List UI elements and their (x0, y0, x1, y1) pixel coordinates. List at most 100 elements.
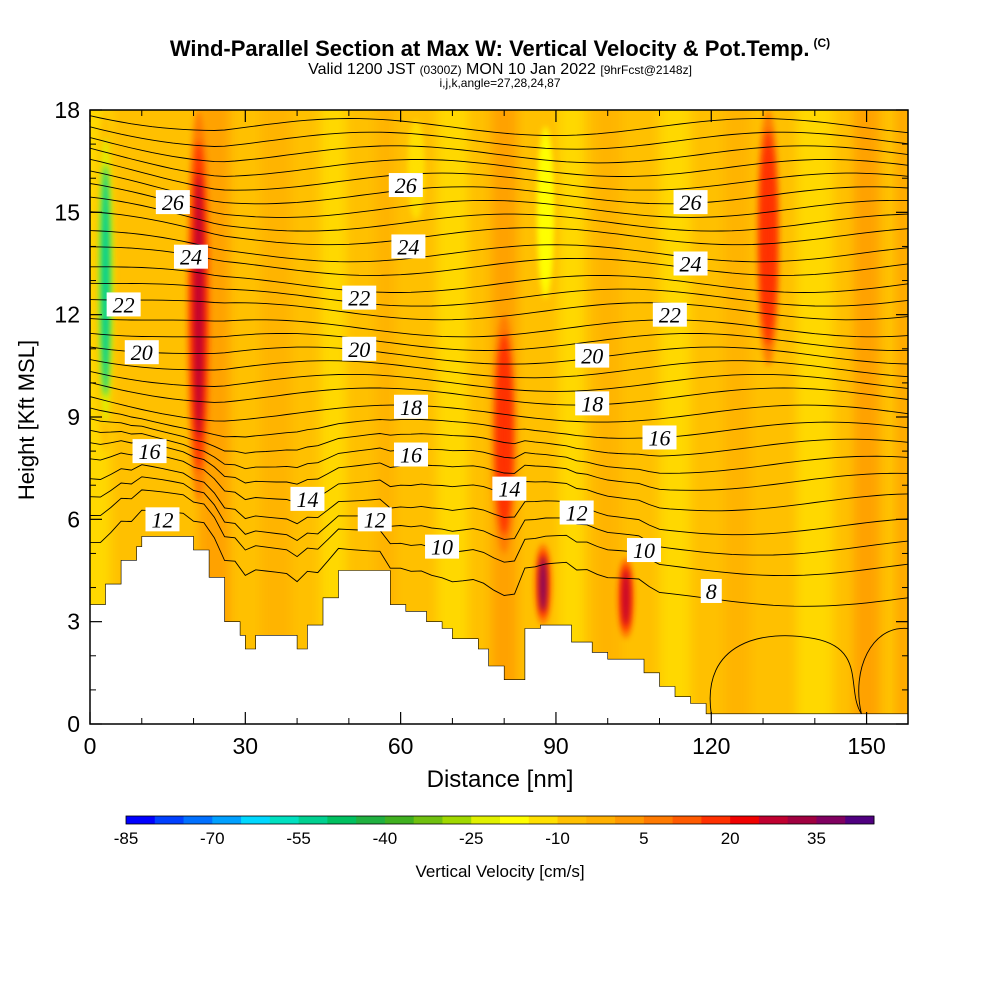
contour-label-text: 12 (364, 507, 386, 532)
contour-label: 10 (425, 534, 460, 560)
theta-contour-line (90, 196, 908, 232)
theta-contour-line (90, 170, 908, 205)
contour-label: 12 (145, 507, 180, 532)
colorbar-swatch (672, 816, 702, 824)
colorbar-swatch (126, 816, 156, 824)
contour-label-text: 18 (581, 391, 603, 416)
colorbar-tick-label: -85 (114, 829, 139, 848)
contour-label-text: 26 (680, 190, 702, 215)
contour-label: 18 (393, 394, 428, 420)
theta-contour-line (90, 489, 908, 577)
theta-contour-line (90, 147, 908, 177)
colorbar-swatch (643, 816, 674, 824)
velocity-streak (796, 110, 833, 724)
updraft-core (539, 556, 547, 612)
contour-label-box (173, 244, 208, 269)
theta-contour-line (90, 370, 908, 392)
velocity-streak (853, 110, 880, 724)
contour-label-text: 20 (348, 337, 370, 362)
colorbar-tick-label: -70 (200, 829, 225, 848)
contour-label-text: 12 (566, 501, 588, 526)
contour-label: 26 (388, 173, 423, 198)
x-tick-label: 30 (233, 733, 259, 759)
colorbar-swatch (500, 816, 530, 824)
colorbar-swatch (183, 816, 213, 824)
velocity-streak (724, 110, 751, 724)
colorbar-swatch (701, 816, 731, 824)
colorbar-tick-label: -40 (373, 829, 398, 848)
contour-label: 12 (357, 507, 392, 532)
contour-label: 24 (673, 251, 708, 277)
theta-contour-line (90, 382, 908, 406)
velocity-streak (659, 110, 691, 724)
y-tick-label: 15 (54, 199, 80, 225)
y-tick-label: 18 (54, 97, 80, 123)
contour-label: 14 (492, 476, 527, 502)
colorbar-swatch (586, 816, 616, 824)
theta-contour-line (90, 418, 908, 457)
contour-label-box (342, 336, 377, 361)
colorbar-tick-label: 20 (721, 829, 740, 848)
downdraft-column (411, 129, 422, 211)
theta-contour-line (90, 464, 908, 536)
updraft-column (499, 352, 510, 516)
theta-contour-line (90, 137, 908, 164)
colorbar-swatch (413, 816, 443, 824)
contour-label-box (642, 425, 677, 450)
y-tick-label: 9 (67, 404, 80, 430)
contour-label: 22 (106, 292, 141, 317)
contour-label-box (132, 439, 167, 464)
contour-label-box (393, 394, 428, 419)
colorbar-tick-label: -25 (459, 829, 484, 848)
contour-label-text: 24 (680, 252, 702, 277)
y-tick-label: 6 (67, 506, 80, 532)
title-mark: (C) (813, 36, 831, 50)
contour-label-box (626, 538, 661, 563)
colorbar-swatch (154, 816, 185, 824)
contour-label-text: 18 (400, 395, 422, 420)
contour-label: 20 (342, 336, 377, 362)
contour-label: 20 (124, 340, 159, 365)
contour-label: 10 (626, 538, 661, 563)
colorbar-swatch (356, 816, 386, 824)
contour-label-box (145, 507, 180, 532)
contour-label-box (106, 292, 141, 317)
y-tick-label: 3 (67, 609, 80, 635)
colorbar-swatch (327, 816, 357, 824)
contour-label-text: 16 (400, 443, 422, 468)
contour-label-text: 20 (131, 340, 153, 365)
contour-label-box (559, 500, 594, 525)
contour-label: 18 (575, 391, 610, 416)
theta-contour-line (90, 158, 908, 191)
contour-label-box (492, 476, 527, 501)
contour-label-box (673, 251, 708, 276)
contour-label: 26 (155, 190, 190, 215)
theta-contour-line (90, 266, 908, 293)
theta-contour-line (90, 115, 908, 137)
contour-label-text: 14 (498, 477, 520, 502)
contour-label-box (357, 507, 392, 532)
colorbar-swatch (845, 816, 875, 824)
y-tick-label: 0 (67, 711, 80, 737)
contour-label-box (391, 234, 426, 259)
contour-label-box (290, 486, 325, 511)
contour-label: 22 (342, 285, 377, 311)
colorbar-swatch (758, 816, 789, 824)
terrain (89, 536, 909, 725)
colorbar-tick-label: -55 (286, 829, 311, 848)
contour-label: 24 (391, 234, 426, 259)
contour-label-box (388, 173, 423, 198)
theta-contour-line (90, 396, 908, 423)
updraft-column (763, 150, 774, 325)
theta-contour-line (90, 230, 908, 263)
contour-label: 16 (132, 439, 167, 464)
contour-label: 16 (642, 425, 677, 450)
colorbar-swatch (212, 816, 242, 824)
theta-contour-line (90, 282, 908, 307)
colorbar-frame (125, 815, 875, 825)
theta-contour-line (90, 211, 908, 246)
contour-labels: 26 26 26 24 24 24 22 22 22 20 20 20 18 18 16 16 16 14 14 12… (106, 173, 722, 604)
contour-label: 16 (393, 442, 428, 468)
axes: 0 30 60 90 120 150 0 3 6 9 12 15 18 (54, 97, 908, 759)
